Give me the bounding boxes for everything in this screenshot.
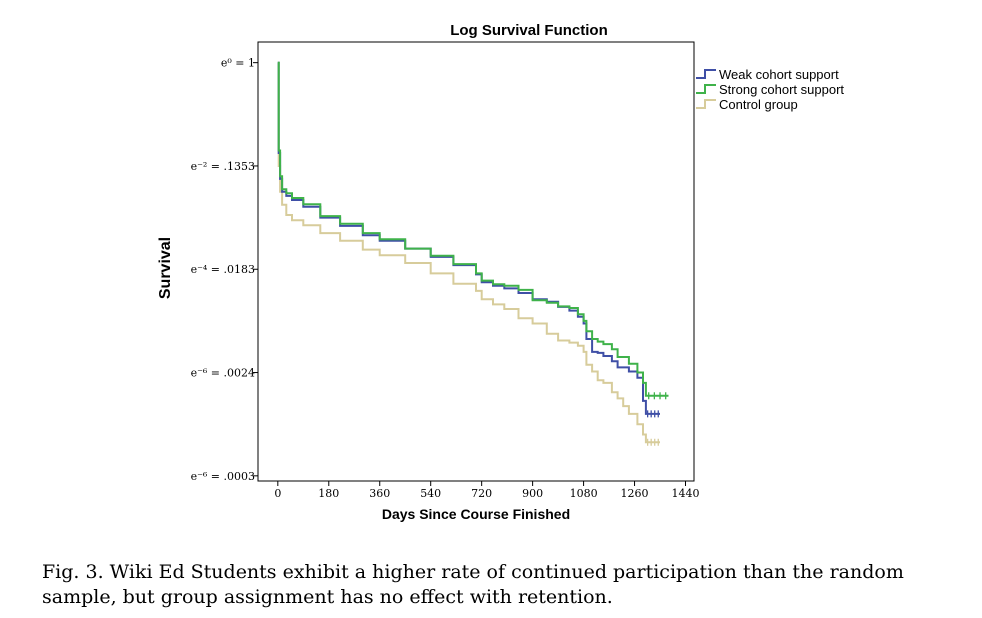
survival-chart: Log Survival Function e⁰ = 1e⁻² = .1353e… — [157, 22, 844, 522]
x-tick-label: 540 — [420, 487, 441, 500]
y-tick-label: e⁻² = .1353 — [191, 160, 255, 173]
x-tick-label: 900 — [522, 487, 543, 500]
y-axis-label: Survival — [157, 237, 174, 299]
y-axis-ticks: e⁰ = 1 e⁻² = .1353 e⁻⁴ = .0183 e⁻⁶ = .0024 e… — [191, 57, 258, 483]
x-tick-label: 720 — [471, 487, 492, 500]
x-tick-label: 1440 — [672, 487, 700, 500]
legend-swatch — [696, 69, 716, 79]
legend-label: Strong cohort support — [719, 82, 844, 97]
legend-swatch — [696, 84, 716, 94]
series-line-0 — [277, 61, 660, 415]
series-line-1 — [277, 61, 669, 397]
x-axis-label: Days Since Course Finished — [382, 506, 570, 522]
series-group — [277, 61, 669, 446]
y-tick-label: e⁻⁴ = .0183 — [191, 263, 255, 276]
series-line-2 — [277, 61, 660, 444]
y-tick-label: e⁻⁶ = .0024 — [191, 367, 255, 380]
x-axis-ticks: 0 180 360 540 720 900 1080 1260 1440 — [274, 481, 700, 500]
legend-swatch — [696, 99, 716, 109]
x-tick-label: 180 — [318, 487, 339, 500]
y-tick-label: e⁰ = 1 — [221, 57, 255, 70]
y-tick-label: e⁻⁶ = .0003 — [191, 470, 255, 483]
chart-title: Log Survival Function — [450, 22, 608, 39]
x-tick-label: 1080 — [570, 487, 598, 500]
x-tick-label: 360 — [369, 487, 390, 500]
x-tick-label: 1260 — [621, 487, 649, 500]
plot-frame — [257, 41, 695, 482]
legend-label: Weak cohort support — [719, 67, 839, 82]
figure-caption: Fig. 3. Wiki Ed Students exhibit a highe… — [42, 561, 904, 608]
x-tick-label: 0 — [274, 487, 281, 500]
legend-label: Control group — [719, 97, 798, 112]
